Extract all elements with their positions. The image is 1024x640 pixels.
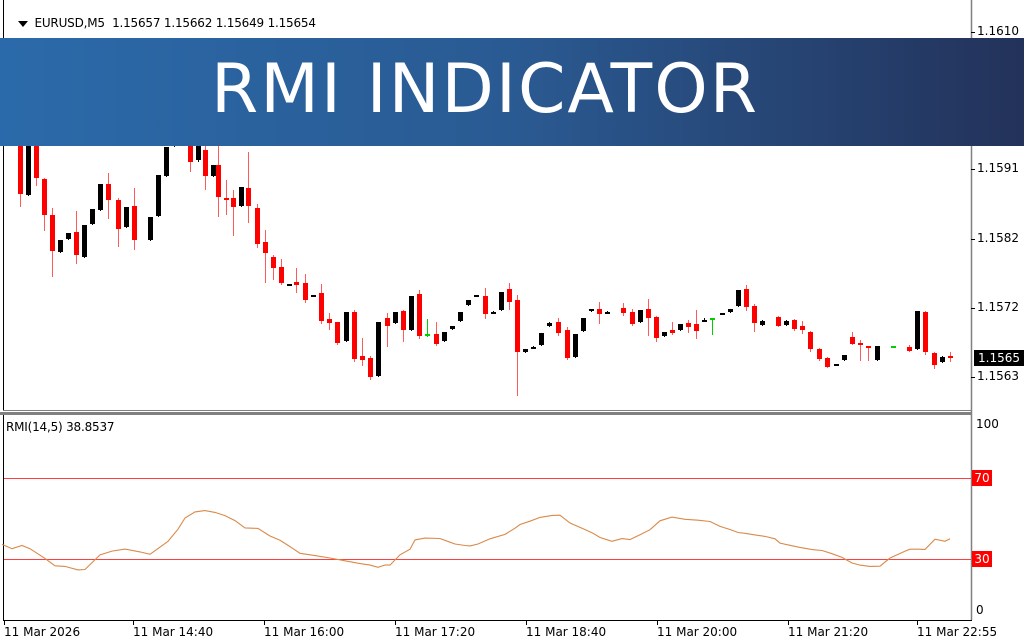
banner-title: RMI INDICATOR xyxy=(211,50,759,129)
time-tick-label: 11 Mar 22:55 xyxy=(917,625,998,639)
level-tag-30: 30 xyxy=(972,551,992,567)
rmi-line xyxy=(1,510,951,571)
symbol-header[interactable]: EURUSD,M5 1.15657 1.15662 1.15649 1.1565… xyxy=(4,2,316,44)
time-tick-label: 11 Mar 17:20 xyxy=(395,625,476,639)
indicator-label: RMI(14,5) 38.8537 xyxy=(6,420,115,434)
price-tick-label: 1.1610 xyxy=(977,24,1019,38)
candlestick-series xyxy=(6,72,953,396)
time-tick-label: 11 Mar 18:40 xyxy=(526,625,607,639)
indicator-scale-label: 0 xyxy=(976,603,984,617)
time-axis-ticks xyxy=(4,620,918,625)
triangle-down-icon[interactable] xyxy=(18,20,29,27)
symbol-name: EURUSD,M5 xyxy=(34,16,105,30)
price-tick-label: 1.1582 xyxy=(977,231,1019,245)
panel-separator[interactable] xyxy=(0,412,972,415)
time-tick-label: 11 Mar 14:40 xyxy=(133,625,214,639)
title-banner: RMI INDICATOR xyxy=(0,38,1024,146)
price-tick-label: 1.1563 xyxy=(977,369,1019,383)
indicator-scale-label: 100 xyxy=(976,417,999,431)
rmi-level-lines xyxy=(4,478,971,560)
ohlc-values: 1.15657 1.15662 1.15649 1.15654 xyxy=(112,16,316,30)
level-tag-70: 70 xyxy=(972,470,992,486)
price-tick-label: 1.1591 xyxy=(977,161,1019,175)
price-tick-label: 1.1572 xyxy=(977,300,1019,314)
time-tick-label: 11 Mar 20:00 xyxy=(657,625,738,639)
time-tick-label: 11 Mar 16:00 xyxy=(264,625,345,639)
time-tick-label: 11 Mar 2026 xyxy=(4,625,81,639)
current-price-tag: 1.1565 xyxy=(974,350,1024,366)
time-tick-label: 11 Mar 21:20 xyxy=(788,625,869,639)
